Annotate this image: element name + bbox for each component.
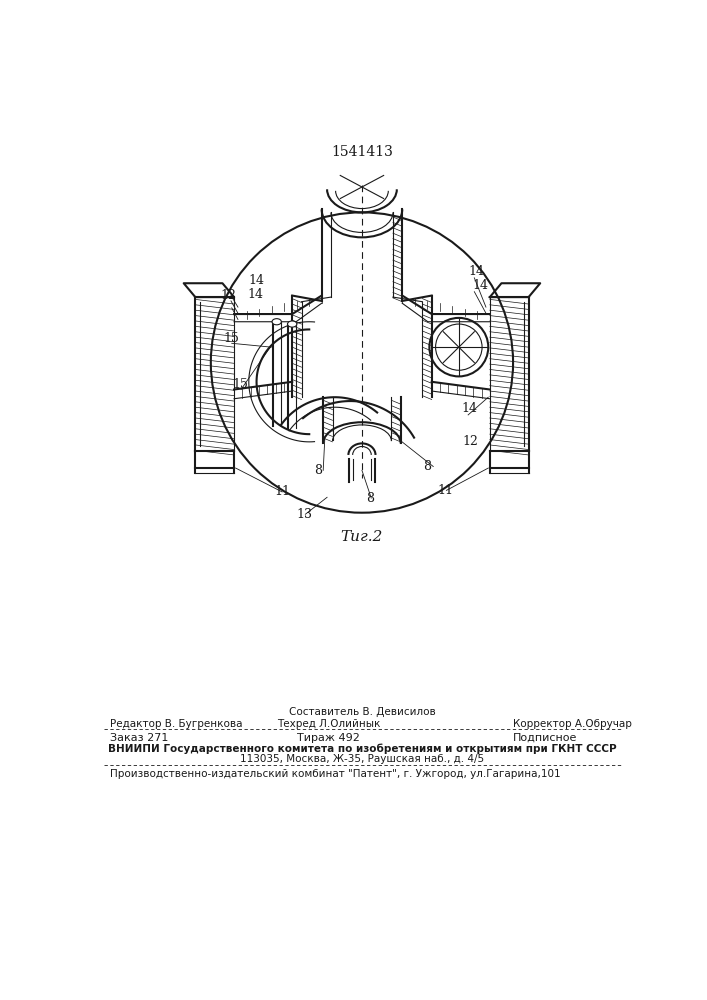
- Text: 12: 12: [462, 435, 479, 448]
- Text: 14: 14: [472, 279, 488, 292]
- Text: ВНИИПИ Государственного комитета по изобретениям и открытиям при ГКНТ СССР: ВНИИПИ Государственного комитета по изоб…: [107, 744, 617, 754]
- Text: 14: 14: [462, 402, 478, 415]
- Text: 15: 15: [223, 332, 239, 345]
- Text: 12: 12: [220, 289, 236, 302]
- Text: Производственно-издательский комбинат "Патент", г. Ужгород, ул.Гагарина,101: Производственно-издательский комбинат "П…: [110, 769, 561, 779]
- Text: 14: 14: [468, 265, 484, 278]
- Text: Редактор В. Бугренкова: Редактор В. Бугренкова: [110, 719, 243, 729]
- Text: 8: 8: [366, 492, 374, 505]
- Ellipse shape: [288, 321, 297, 327]
- Text: 8: 8: [423, 460, 431, 473]
- Text: Техред Л.Олийнык: Техред Л.Олийнык: [277, 719, 380, 729]
- Text: 11: 11: [437, 484, 453, 497]
- Text: 1541413: 1541413: [331, 145, 393, 159]
- Text: Подписное: Подписное: [513, 733, 578, 743]
- Text: 15: 15: [233, 378, 248, 391]
- Text: 8: 8: [314, 464, 322, 477]
- Text: 13: 13: [296, 508, 312, 521]
- Text: Составитель В. Девисилов: Составитель В. Девисилов: [288, 707, 436, 717]
- Text: 11: 11: [274, 485, 291, 498]
- Text: Заказ 271: Заказ 271: [110, 733, 168, 743]
- Text: 113035, Москва, Ж-35, Раушская наб., д. 4/5: 113035, Москва, Ж-35, Раушская наб., д. …: [240, 754, 484, 764]
- Text: 14: 14: [249, 274, 265, 287]
- Text: Корректор А.Обручар: Корректор А.Обручар: [513, 719, 632, 729]
- Text: 14: 14: [247, 288, 263, 301]
- Ellipse shape: [272, 319, 281, 325]
- Text: Τиг.2: Τиг.2: [341, 530, 383, 544]
- Text: Тираж 492: Тираж 492: [297, 733, 360, 743]
